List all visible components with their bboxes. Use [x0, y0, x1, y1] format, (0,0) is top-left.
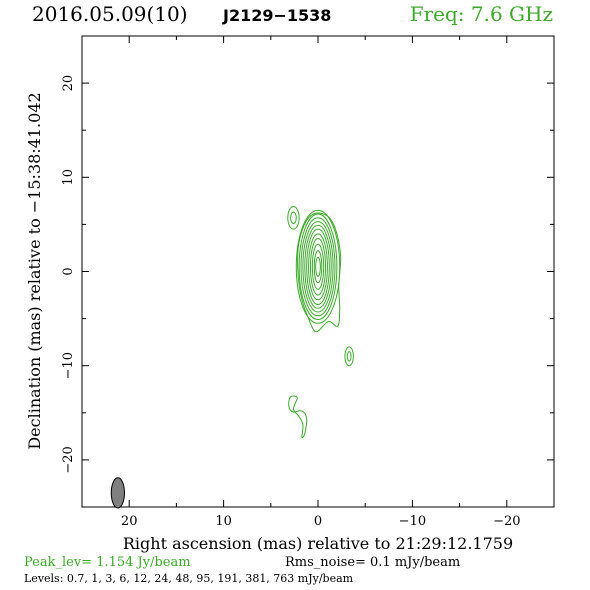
southern-blob-contour [288, 395, 308, 439]
y-tick-label: 20 [61, 75, 76, 92]
x-tick-label: 0 [314, 514, 322, 529]
core-contour-ring [302, 221, 334, 313]
source-name: J2129−1538 [222, 6, 331, 25]
y-tick-label: −10 [61, 352, 76, 379]
core-outer-contour [297, 212, 342, 333]
contours [287, 206, 354, 439]
beam-group [110, 477, 125, 509]
minor-component-contour [290, 211, 297, 224]
core-contour-ring [309, 238, 327, 296]
core-contour-ring [295, 209, 341, 324]
core-contour-ring [304, 224, 332, 309]
x-tick-labels: 20 10 0 −10 −20 [121, 514, 521, 529]
axis-ticks [81, 35, 555, 508]
x-axis-label: Right ascension (mas) relative to 21:29:… [123, 534, 513, 553]
peak-level: Peak_lev= 1.154 Jy/beam [24, 555, 191, 570]
x-tick-label: 10 [215, 514, 232, 529]
y-axis-label: Declination (mas) relative to −15:38:41.… [25, 92, 44, 449]
contour-levels: Levels: 0.7, 1, 3, 6, 12, 24, 48, 95, 19… [24, 572, 354, 585]
observation-date: 2016.05.09(10) [32, 2, 188, 26]
core-contour-ring [306, 228, 330, 305]
y-tick-label: 0 [61, 267, 76, 275]
x-tick-label: 20 [121, 514, 138, 529]
frequency-label: Freq: 7.6 GHz [410, 2, 553, 26]
rms-noise: Rms_noise= 0.1 mJy/beam [285, 555, 460, 570]
core-contour-ring [298, 213, 338, 321]
x-tick-label: −10 [399, 514, 426, 529]
minor-component-contour [346, 351, 352, 362]
core-contour-ring [311, 243, 325, 290]
minor-component-contour [287, 206, 300, 230]
beam-ellipse [110, 477, 125, 509]
core-contour-ring [300, 217, 336, 317]
core-contour-ring [313, 250, 323, 284]
core-contour-ring [315, 256, 321, 277]
x-tick-label: −20 [493, 514, 520, 529]
y-tick-label: −20 [61, 446, 76, 473]
plot-frame [81, 35, 555, 508]
core-contour-ring [308, 233, 328, 301]
y-tick-label: 10 [61, 169, 76, 186]
minor-component-contour [344, 346, 354, 367]
y-tick-labels: 20 10 0 −10 −20 [61, 75, 76, 474]
